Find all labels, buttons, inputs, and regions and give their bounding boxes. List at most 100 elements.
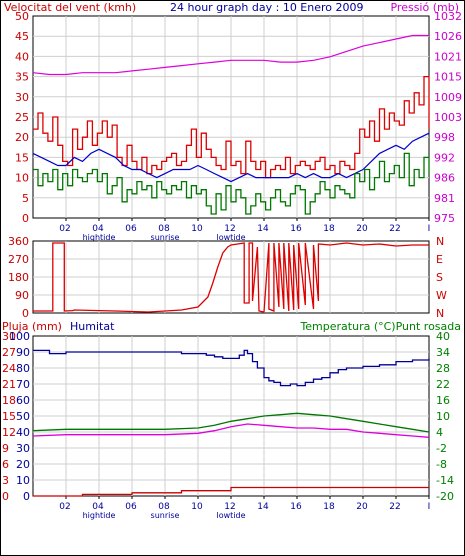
temperature-y-tick-label: -8 [436,458,447,471]
wind-direction-series [33,242,429,313]
wind-y-tick-label: 50 [15,10,29,23]
temperature-y-tick-label: -2 [436,442,447,455]
wind-y-tick-label: 20 [15,131,29,144]
rain-y-tick-label: 15 [2,410,16,423]
climate-x-tick-label: 18 [323,502,335,512]
wind-x-tick-label: 22 [389,224,400,234]
wind-x-tick-label: 04 [92,224,104,234]
compass-tick-label: E [436,253,443,266]
wind-average-series [32,132,430,183]
wind-speed-series [33,75,430,179]
direction-y-tick-label: 270 [8,253,29,266]
rain-y-tick-label: 12 [2,426,16,439]
humidity-axis-title: Humitat [70,320,115,333]
chart-title: 24 hour graph day : 10 Enero 2009 [170,1,364,14]
pressure-y-tick-label: 1032 [434,10,462,23]
temperature-dew-axis-title: Temperatura (°C)Punt rosada [299,320,461,333]
wind-x-tick-label: 08 [158,224,170,234]
wind-pressure-panel: Velocitat del vent (kmh) 24 hour graph d… [4,1,462,242]
wind-y-tick-label: 10 [15,172,29,185]
humidity-y-tick-label: 40 [16,426,30,439]
rain-axis-title: Pluja (mm) [2,320,62,333]
direction-y-tick-label: 360 [8,235,29,248]
wind-x-tick-label: 16 [290,224,302,234]
humidity-y-tick-label: 10 [16,474,30,487]
humidity-y-tick-label: 90 [16,346,30,359]
wind-y-tick-label: 15 [15,151,29,164]
wind-event-label: sunrise [151,233,180,242]
climate-x-tick-label: 16 [290,502,302,512]
temperature-y-tick-label: 34 [436,346,450,359]
humidity-y-tick-label: 70 [16,378,30,391]
temperature-series [32,412,430,433]
temperature-y-tick-label: 22 [436,378,450,391]
climate-x-tick-label: 14 [257,502,269,512]
pressure-y-tick-label: 1003 [434,111,462,124]
wind-x-tick-label: 06 [125,224,137,234]
compass-tick-label: N [436,307,444,320]
climate-event-label: sunrise [151,511,180,520]
temperature-y-tick-label: -14 [436,474,454,487]
wind-y-tick-label: 30 [15,91,29,104]
humidity-y-tick-label: 0 [23,490,30,503]
climate-x-tick-label: 04 [92,502,104,512]
humidity-y-tick-label: 50 [16,410,30,423]
compass-tick-label: S [436,271,443,284]
pressure-y-tick-label: 1026 [434,30,462,43]
pressure-y-tick-label: 998 [434,131,455,144]
climate-x-tick-label: 10 [191,502,203,512]
wind-event-label: lowtide [216,233,245,242]
climate-x-tick-label: I [428,502,431,512]
dew-point-series [32,423,430,438]
rain-y-tick-label: 6 [2,458,9,471]
pressure-y-tick-label: 1021 [434,50,462,63]
pressure-y-tick-label: 981 [434,192,455,205]
wind-speed-axis-title: Velocitat del vent (kmh) [4,1,136,14]
climate-x-tick-label: 08 [158,502,170,512]
wind-y-tick-label: 40 [15,50,29,63]
climate-x-tick-label: 02 [59,502,70,512]
pressure-series [32,34,429,76]
wind-x-tick-label: I [428,224,431,234]
temperature-y-tick-label: 16 [436,394,450,407]
pressure-y-tick-label: 992 [434,151,455,164]
wind-y-tick-label: 45 [15,30,29,43]
direction-y-tick-label: 0 [22,307,29,320]
rain-y-tick-label: 9 [2,442,9,455]
temperature-y-tick-label: 4 [436,426,443,439]
climate-event-label: hightide [83,511,116,520]
compass-tick-label: N [436,235,444,248]
wind-y-tick-label: 5 [22,192,29,205]
temperature-y-tick-label: 10 [436,410,450,423]
climate-x-tick-label: 06 [125,502,137,512]
wind-y-tick-label: 25 [15,111,29,124]
pressure-axis-title: Pressió (mb) [390,1,459,14]
wind-x-tick-label: 02 [59,224,70,234]
humidity-y-tick-label: 80 [16,362,30,375]
rain-y-tick-label: 27 [2,346,16,359]
temperature-y-tick-label: 40 [436,330,450,343]
humidity-y-tick-label: 60 [16,394,30,407]
climate-x-tick-label: 12 [224,502,235,512]
wind-x-tick-label: 10 [191,224,203,234]
direction-y-tick-label: 90 [15,289,29,302]
wind-x-tick-label: 18 [323,224,335,234]
wind-x-tick-label: 12 [224,224,235,234]
pressure-y-tick-label: 986 [434,172,455,185]
temperature-y-tick-label: 28 [436,362,450,375]
wind-event-label: hightide [83,233,116,242]
climate-x-tick-label: 20 [356,502,368,512]
wind-minimum-series [33,152,430,215]
humidity-y-tick-label: 100 [9,330,30,343]
humidity-y-tick-label: 20 [16,458,30,471]
rain-series [33,486,429,497]
pressure-y-tick-label: 1015 [434,71,462,84]
pressure-y-tick-label: 975 [434,212,455,225]
pressure-y-tick-label: 1009 [434,91,462,104]
rain-y-tick-label: 18 [2,394,16,407]
rain-y-tick-label: 24 [2,362,16,375]
humidity-series [33,349,430,387]
